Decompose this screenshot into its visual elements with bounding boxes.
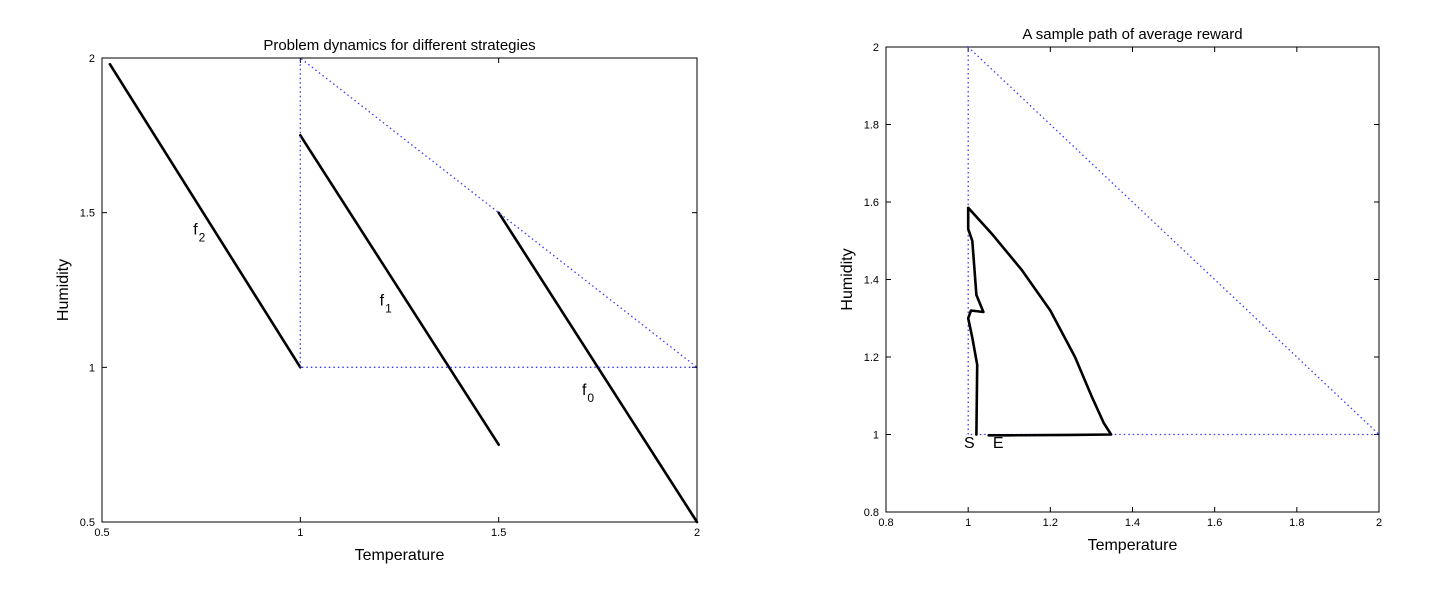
right-axes-frame <box>885 46 1380 513</box>
right-y-tick-label: 1.8 <box>864 120 879 132</box>
left-axes-frame <box>101 57 698 523</box>
right-y-tick-label: 1 <box>873 430 879 442</box>
left-y-tick-label: 2 <box>89 53 95 65</box>
chart-left: Problem dynamics for different strategie… <box>55 37 700 564</box>
chart-right: A sample path of average reward 0.8 1 1.2 1.… <box>839 26 1382 554</box>
right-x-tick-label: 2 <box>1376 517 1382 529</box>
left-y-tick-label: 0.5 <box>80 517 95 529</box>
left-annotation-0: f2 <box>193 221 205 244</box>
right-annotation-0: S <box>964 435 975 452</box>
right-y-tick-label: 1.6 <box>864 197 879 209</box>
right-y-tick-label: 1.2 <box>864 352 879 364</box>
right-y-tick-label: 2 <box>873 42 879 54</box>
left-series-line-1 <box>298 134 501 447</box>
right-x-tick-label: 1.4 <box>1125 517 1140 529</box>
left-annotation-1: f1 <box>380 292 392 315</box>
right-x-tick-label: 1.8 <box>1289 517 1304 529</box>
right-x-tick-label: 0.8 <box>878 517 893 529</box>
left-x-tick-label: 1.5 <box>491 527 506 539</box>
right-chart-title: A sample path of average reward <box>1022 26 1242 43</box>
right-x-tick-label: 1 <box>965 517 971 529</box>
left-annotation-2: f0 <box>582 382 594 405</box>
right-x-tick-label: 1.2 <box>1043 517 1058 529</box>
left-x-axis-label: Temperature <box>355 547 445 564</box>
right-boundary-line-0 <box>967 45 1381 436</box>
left-y-tick-label: 1.5 <box>80 208 95 220</box>
left-series-line-0 <box>108 62 302 369</box>
left-x-tick-label: 0.5 <box>94 527 109 539</box>
right-x-axis-label: Temperature <box>1088 537 1178 554</box>
left-x-tick-label: 1 <box>297 527 303 539</box>
right-annotation-1: E <box>993 435 1004 452</box>
left-y-tick-label: 1 <box>89 362 95 374</box>
right-y-tick-label: 0.8 <box>864 507 879 519</box>
left-chart-title: Problem dynamics for different strategie… <box>263 37 535 54</box>
left-y-axis-label: Humidity <box>55 259 72 321</box>
left-series-line-2 <box>497 211 699 524</box>
right-series-line-1 <box>966 206 1113 437</box>
right-y-tick-label: 1.4 <box>864 275 879 287</box>
right-x-tick-label: 1.6 <box>1207 517 1222 529</box>
left-x-tick-label: 2 <box>694 527 700 539</box>
right-y-axis-label: Humidity <box>839 248 856 310</box>
